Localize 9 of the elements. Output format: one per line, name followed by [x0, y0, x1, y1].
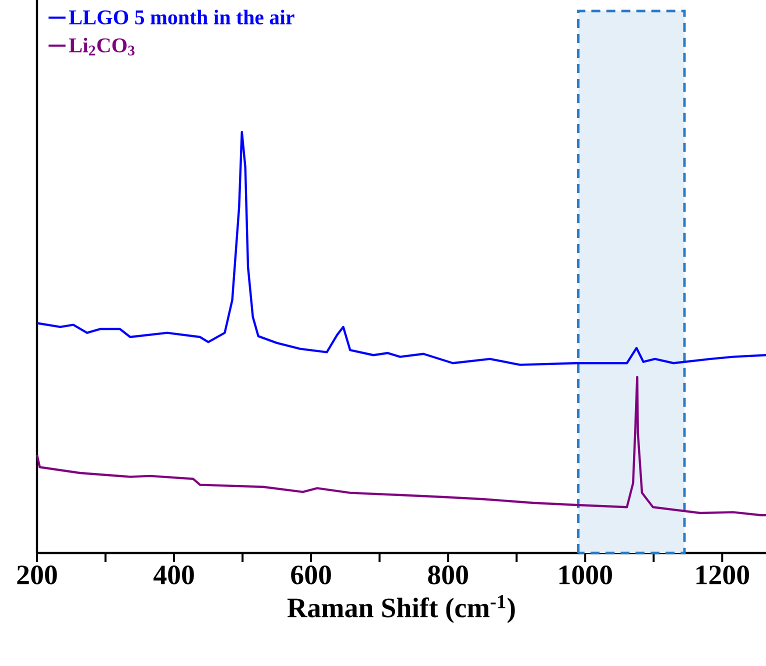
x-tick-label: 1200 [696, 566, 749, 584]
x-tick-label: 1000 [559, 566, 612, 584]
legend-label: Li$_{2}$CO$_{3}$ [69, 38, 134, 56]
legend-label: LLGO 5 month in the air [69, 10, 294, 24]
x-tick-label: 200 [17, 566, 57, 584]
x-axis-title: Raman Shift (cm$^{-1}$) [287, 595, 515, 624]
x-tick-label: 600 [291, 566, 331, 584]
x-tick-label: 400 [153, 566, 194, 584]
x-tick-label: 800 [428, 566, 468, 584]
